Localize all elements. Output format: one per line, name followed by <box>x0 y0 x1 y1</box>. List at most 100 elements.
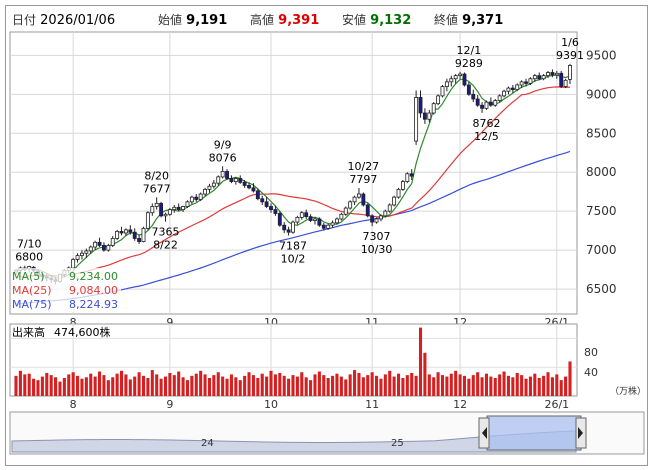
candle-body-up <box>172 206 177 211</box>
candle-body-up <box>352 196 357 203</box>
volume-bar <box>379 378 383 396</box>
candle <box>550 69 555 78</box>
candle-body-up <box>330 222 335 226</box>
candle <box>528 77 533 85</box>
candle <box>123 228 128 237</box>
candle-body-up <box>203 188 208 195</box>
price-y-axis: 6500 7000 7500 8000 8500 9000 9500 <box>586 48 617 296</box>
volume-bar <box>177 371 181 396</box>
volume-bar <box>559 380 563 396</box>
volume-bar <box>445 376 449 396</box>
price-annotations: 7/1068008/2076778/2273659/9807610/271871… <box>15 36 584 266</box>
price-panel <box>9 31 578 315</box>
volume-bar <box>405 375 409 396</box>
candle <box>471 89 476 103</box>
candle <box>207 183 212 193</box>
volume-bar <box>106 380 110 396</box>
candle <box>163 212 168 222</box>
volume-bar <box>278 372 282 396</box>
candle <box>304 209 309 219</box>
ma5-legend-value: 9,234.00 <box>69 270 118 283</box>
date-readout: 日付 2026/01/06 <box>12 11 115 28</box>
candle-body-up <box>75 255 80 260</box>
candle-body-up <box>554 72 559 76</box>
left-arrow-icon <box>482 427 487 439</box>
annotation-date: 12/5 <box>474 130 499 143</box>
candle-body-down <box>418 97 423 114</box>
candle <box>541 74 546 81</box>
open-label: 始値 <box>158 13 183 27</box>
candle <box>418 90 423 118</box>
candle <box>167 208 172 216</box>
close-label: 終値 <box>434 13 459 27</box>
volume-bar <box>375 375 379 396</box>
candle-body-up <box>515 84 520 91</box>
candle <box>75 253 80 263</box>
candle <box>137 234 142 244</box>
candle-body-up <box>519 81 524 86</box>
candle-body-up <box>383 210 388 217</box>
candle <box>251 183 256 193</box>
candle-body-down <box>247 185 251 189</box>
candle-body-down <box>97 241 102 246</box>
volume-bar <box>339 376 343 396</box>
candle-body-down <box>466 84 471 95</box>
candle <box>405 172 410 184</box>
price-y-tick-label: 7000 <box>586 243 617 257</box>
volume-bar <box>511 377 515 396</box>
candle <box>339 212 344 221</box>
volume-bar <box>458 374 462 396</box>
volume-bar <box>93 376 97 396</box>
candle <box>392 195 397 207</box>
volume-bar <box>326 378 330 396</box>
volume-bar <box>155 374 159 396</box>
annotation-date: 12/1 <box>457 44 482 57</box>
high-label: 高値 <box>250 13 275 27</box>
candle <box>132 228 137 241</box>
candle-body-down <box>269 206 273 211</box>
volume-bar <box>388 370 392 396</box>
candle <box>563 78 568 89</box>
candle-body-down <box>370 215 375 223</box>
candle <box>198 192 203 202</box>
volume-bar <box>137 372 141 396</box>
candle-body-up <box>458 73 463 77</box>
annotation-value: 8076 <box>209 151 237 164</box>
volume-bar <box>524 378 528 396</box>
navigator-left-handle[interactable] <box>478 417 490 449</box>
candle <box>150 203 155 216</box>
candle <box>172 204 177 213</box>
volume-bar <box>401 378 405 396</box>
candle <box>357 188 361 199</box>
candle-body-up <box>502 90 506 97</box>
volume-bar <box>146 378 150 396</box>
ma75-legend-value: 8,224.93 <box>69 298 118 311</box>
candle-body-up <box>378 215 383 220</box>
candle <box>484 100 489 110</box>
volume-x-axis: 8 9 10 11 12 26/1 <box>70 398 570 411</box>
annotation-value: 8762 <box>472 117 500 130</box>
candle <box>427 109 432 123</box>
volume-bar <box>27 373 31 396</box>
navigator-selection-window[interactable] <box>486 415 582 451</box>
volume-bar <box>181 377 185 396</box>
candle <box>216 175 221 186</box>
candle-body-up <box>115 231 120 239</box>
candle-body-up <box>541 75 546 80</box>
volume-bar <box>353 370 357 396</box>
candle-body-up <box>198 193 203 200</box>
candle-body-up <box>493 100 498 106</box>
candle-body-up <box>431 103 436 114</box>
candle-body-up <box>181 206 186 211</box>
navigator-right-handle[interactable] <box>575 417 587 449</box>
volume-bar <box>54 377 58 396</box>
candle-body-up <box>339 213 344 220</box>
candle <box>247 182 251 190</box>
volume-bar <box>203 374 207 396</box>
candle <box>269 203 273 213</box>
candle <box>475 95 480 107</box>
annotation-value: 9289 <box>455 57 483 70</box>
